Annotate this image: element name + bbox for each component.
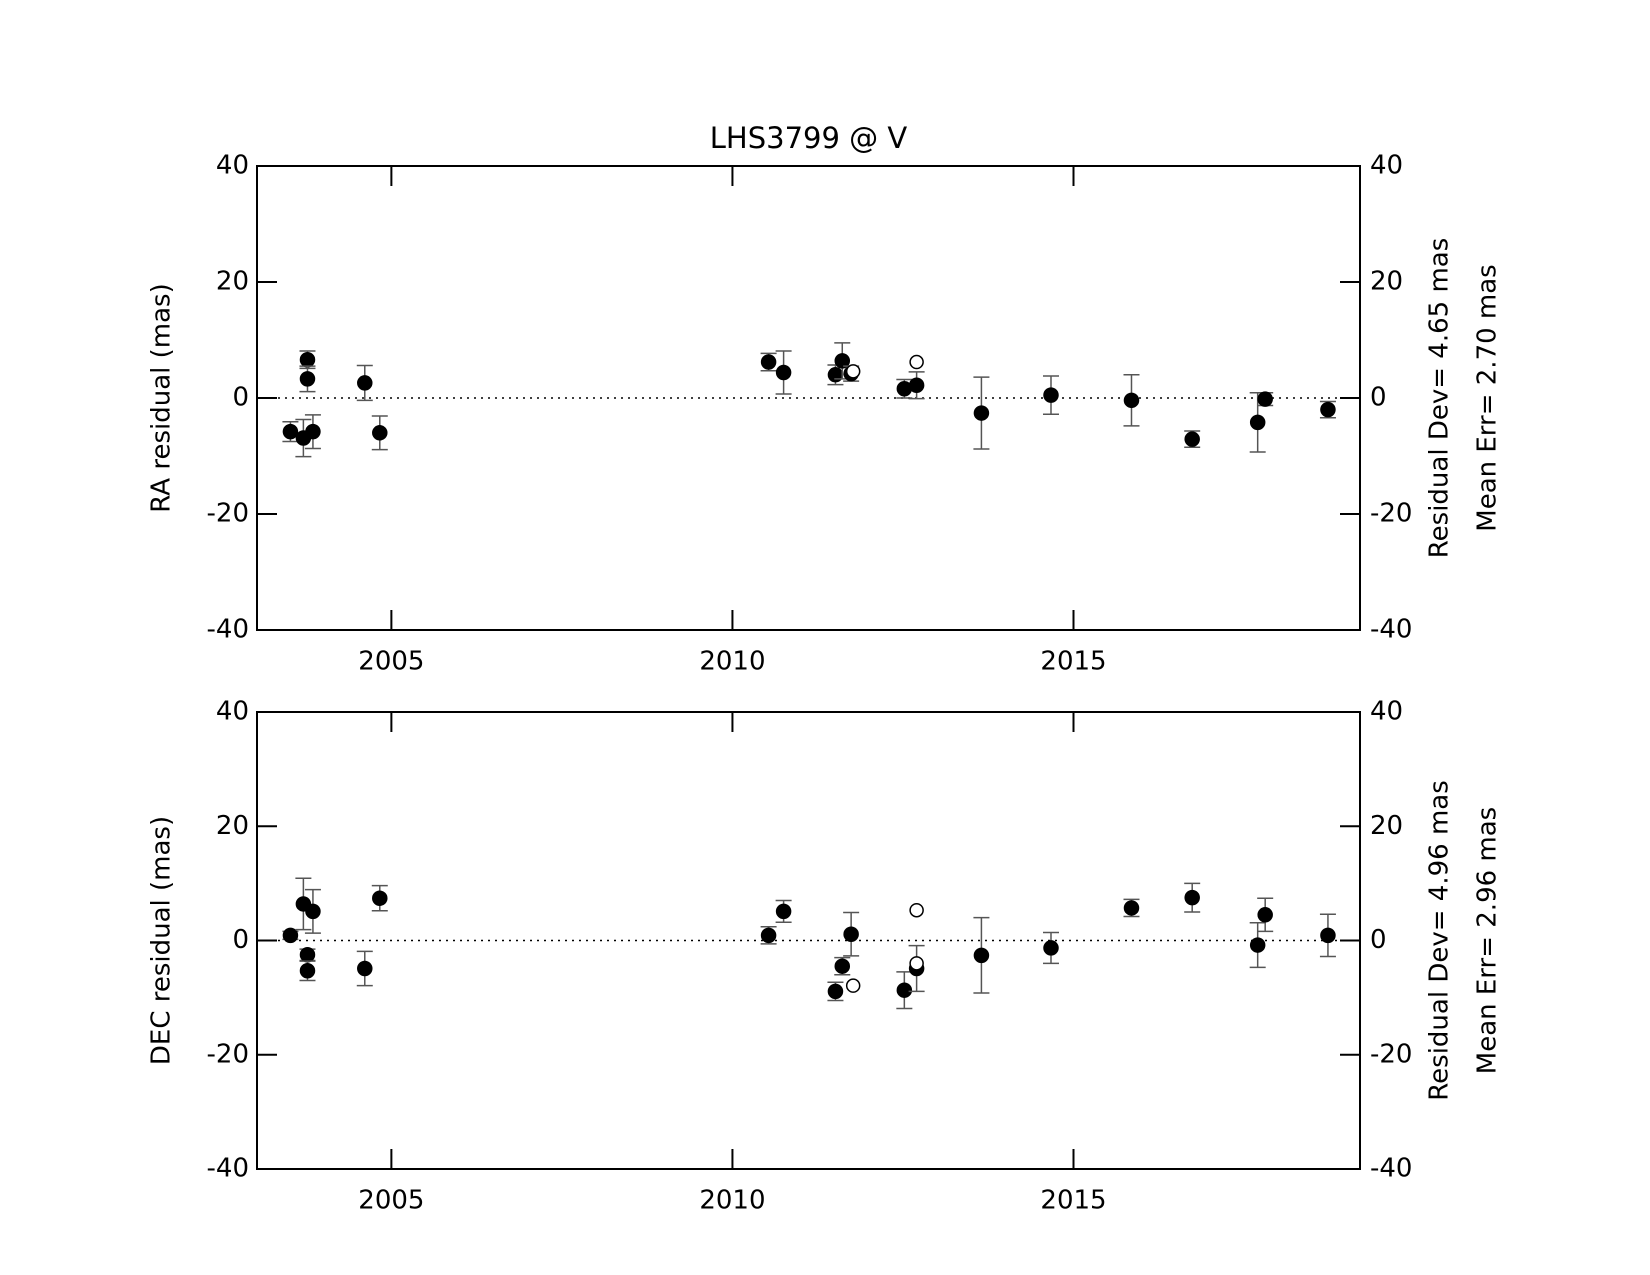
point (282, 927, 299, 944)
point (760, 354, 777, 370)
point (760, 927, 777, 944)
y2-tick-label: 20 (1370, 267, 1403, 297)
point (1184, 889, 1200, 906)
point (299, 351, 316, 368)
chart-title: LHS3799 @ V (710, 121, 908, 155)
y2-tick-label: -20 (1370, 1039, 1412, 1069)
point (372, 890, 388, 906)
point (973, 405, 990, 421)
point (843, 926, 859, 942)
point (1249, 937, 1266, 953)
rejected-point (909, 902, 924, 918)
point (1257, 907, 1273, 923)
annotation: Residual Dev= 4.96 mas (1425, 780, 1455, 1100)
x-tick-label: 2015 (1040, 1186, 1106, 1216)
y-tick-label: 40 (216, 151, 249, 181)
rejected-point (845, 364, 861, 379)
y2-tick-label: -40 (1370, 1154, 1412, 1184)
rejected-point (909, 956, 924, 971)
point (299, 947, 316, 963)
point (1257, 391, 1273, 407)
point (834, 353, 851, 369)
x-tick-label: 2005 (358, 1186, 424, 1216)
point (357, 960, 373, 977)
point (305, 903, 321, 920)
point (973, 947, 990, 964)
y2-tick-label: 0 (1370, 383, 1387, 413)
point (1249, 414, 1266, 431)
point (775, 364, 792, 381)
rejected-point (909, 354, 924, 370)
point (1184, 431, 1200, 447)
point (908, 377, 925, 393)
y2-tick-label: -20 (1370, 499, 1412, 529)
y-tick-label: -40 (207, 1154, 249, 1184)
x-tick-label: 2005 (358, 647, 424, 677)
y-tick-label: -40 (207, 615, 249, 645)
point (896, 982, 913, 998)
point (1320, 401, 1336, 418)
x-tick-label: 2010 (699, 647, 765, 677)
y-tick-label: 40 (216, 697, 249, 727)
point (1043, 387, 1059, 403)
point (827, 983, 844, 1000)
y2-tick-label: 20 (1370, 811, 1403, 841)
point (299, 371, 316, 387)
point (827, 367, 844, 383)
y2-tick-label: -40 (1370, 615, 1412, 645)
annotation: Mean Err= 2.96 mas (1473, 807, 1503, 1074)
y-axis-label: DEC residual (mas) (147, 816, 177, 1065)
y-tick-label: -20 (207, 1039, 249, 1069)
y-tick-label: 20 (216, 267, 249, 297)
y-tick-label: 20 (216, 811, 249, 841)
point (372, 425, 388, 441)
x-tick-label: 2015 (1040, 647, 1106, 677)
point (282, 423, 299, 440)
annotation: Residual Dev= 4.65 mas (1425, 238, 1455, 558)
annotation: Mean Err= 2.70 mas (1473, 264, 1503, 531)
y-axis-label: RA residual (mas) (147, 283, 177, 512)
point (305, 423, 321, 440)
y-tick-label: 0 (232, 925, 249, 955)
x-tick-label: 2010 (699, 1186, 765, 1216)
point (1123, 392, 1140, 409)
point (1123, 900, 1140, 916)
point (834, 958, 851, 974)
y2-tick-label: 40 (1370, 697, 1403, 727)
point (357, 375, 373, 391)
point (775, 903, 792, 920)
point (299, 963, 316, 979)
y-tick-label: 0 (232, 383, 249, 413)
y-tick-label: -20 (207, 499, 249, 529)
point (1320, 927, 1336, 944)
y2-tick-label: 40 (1370, 151, 1403, 181)
plot-frame (256, 711, 1361, 1170)
point (1043, 940, 1059, 956)
y2-tick-label: 0 (1370, 925, 1387, 955)
rejected-point (845, 978, 861, 993)
plot-frame (256, 165, 1361, 631)
